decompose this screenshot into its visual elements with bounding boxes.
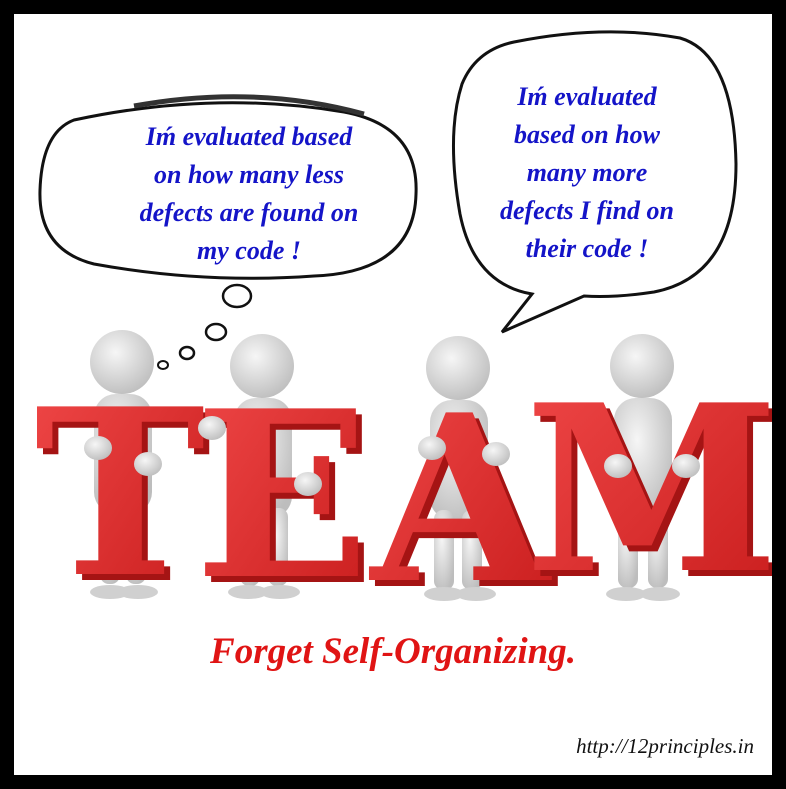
tagline: Forget Self-Organizing.	[210, 631, 576, 672]
figure-4	[606, 334, 680, 601]
letter-m: M	[531, 361, 772, 631]
letter-t: T	[40, 365, 211, 635]
thought-bubble-left	[38, 94, 418, 370]
letter-e-face: E	[194, 361, 369, 631]
illustration: T T E E A A M M	[34, 30, 772, 641]
figure-2	[228, 334, 300, 599]
left-bubble-line: Iḿ evaluated based	[145, 122, 353, 151]
right-bubble-text: Iḿ evaluated based on how many more defe…	[476, 78, 698, 268]
letter-a-face: A	[369, 365, 553, 635]
speech-bubble-right	[452, 30, 738, 334]
hands	[84, 416, 700, 496]
figure-1	[90, 330, 158, 599]
left-bubble-line: my code !	[197, 236, 301, 265]
figure-3	[424, 336, 496, 601]
left-bubble-line: on how many less	[154, 160, 344, 189]
letter-e: E	[200, 367, 375, 637]
comic-panel: T T E E A A M M Iḿ eval	[14, 14, 772, 775]
left-bubble-text: Iḿ evaluated based on how many less defe…	[84, 118, 414, 270]
left-bubble-line: defects are found on	[139, 198, 359, 227]
right-bubble-line: their code !	[525, 234, 649, 263]
right-bubble-line: defects I find on	[499, 196, 675, 225]
right-bubble-line: Iḿ evaluated	[517, 82, 657, 111]
right-bubble-line: many more	[526, 158, 648, 187]
letter-a: A	[375, 371, 559, 641]
source-url: http://12principles.in	[576, 734, 754, 758]
right-bubble-line: based on how	[514, 120, 660, 149]
letter-t-face: T	[34, 359, 205, 629]
letter-m-face: M	[525, 355, 772, 625]
